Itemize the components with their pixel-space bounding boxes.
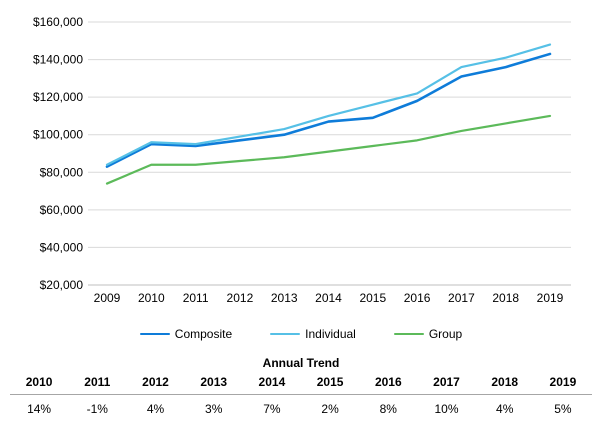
annual-trend-years-row: 2010 2011 2012 2013 2014 2015 2016 2017 2018 2019 <box>10 375 592 395</box>
annual-trend-section: Annual Trend 2010 2011 2012 2013 2014 2015 201… <box>0 356 602 416</box>
y-axis-label: $60,000 <box>40 203 84 217</box>
trend-value-cell: 14% <box>27 402 52 416</box>
y-axis-label: $20,000 <box>40 278 84 292</box>
series-line-composite <box>105 52 552 168</box>
x-axis-label: 2017 <box>448 291 475 305</box>
legend-label: Group <box>428 327 463 341</box>
y-axis-label: $100,000 <box>33 128 83 142</box>
trend-year-cell: 2013 <box>200 375 228 389</box>
y-axis-label: $140,000 <box>33 53 83 67</box>
trend-value-cell: -1% <box>86 402 108 416</box>
chart-legend: Composite Individual Group <box>0 326 602 342</box>
x-axis-label: 2015 <box>359 291 386 305</box>
x-axis-label: 2013 <box>271 291 298 305</box>
y-axis-label: $120,000 <box>33 90 83 104</box>
trend-value-cell: 3% <box>205 402 223 416</box>
trend-year-cell: 2017 <box>433 375 460 389</box>
x-axis-label: 2019 <box>537 291 564 305</box>
legend-line-swatch <box>393 333 424 335</box>
trend-year-cell: 2018 <box>491 375 519 389</box>
trend-year-cell: 2012 <box>142 375 169 389</box>
x-axis-label: 2016 <box>404 291 431 305</box>
y-axis-label: $80,000 <box>40 165 84 179</box>
trend-year-cell: 2011 <box>84 375 111 389</box>
series-line-group <box>105 114 552 185</box>
x-axis-label: 2010 <box>138 291 165 305</box>
trend-year-cell: 2016 <box>374 375 402 389</box>
trend-year-cell: 2010 <box>25 375 53 389</box>
legend-line-swatch <box>139 333 170 335</box>
legend-line-swatch <box>270 333 301 335</box>
legend-item-composite: Composite <box>139 327 233 341</box>
trend-year-cell: 2019 <box>549 375 577 389</box>
trend-year-cell: 2015 <box>316 375 344 389</box>
legend-item-group: Group <box>393 327 463 341</box>
line-chart: $20,000 $40,000 $60,000 $80,000 $100,000 $120… <box>33 15 571 305</box>
trend-value-cell: 5% <box>554 402 572 416</box>
y-axis-label: $40,000 <box>40 240 84 254</box>
trend-value-cell: 10% <box>434 402 459 416</box>
series-line-individual <box>105 43 552 166</box>
legend-label: Composite <box>174 327 233 341</box>
x-axis-label: 2011 <box>183 291 209 305</box>
trend-value-cell: 7% <box>263 402 281 416</box>
trend-year-cell: 2014 <box>258 375 286 389</box>
trend-value-cell: 8% <box>379 402 397 416</box>
legend-label: Individual <box>305 327 356 341</box>
trend-value-cell: 4% <box>496 402 514 416</box>
legend-item-individual: Individual <box>270 327 356 341</box>
x-axis-label: 2012 <box>227 291 254 305</box>
trend-value-cell: 2% <box>321 402 339 416</box>
y-axis-label: $160,000 <box>33 15 83 29</box>
annual-trend-values-row: 14% -1% 4% 3% 7% 2% 8% 10% 4% 5% <box>10 395 592 416</box>
x-axis-label: 2018 <box>492 291 519 305</box>
annual-trend-title: Annual Trend <box>262 356 340 370</box>
x-axis-label: 2014 <box>315 291 342 305</box>
x-axis-label: 2009 <box>94 291 121 305</box>
trend-value-cell: 4% <box>146 402 165 416</box>
